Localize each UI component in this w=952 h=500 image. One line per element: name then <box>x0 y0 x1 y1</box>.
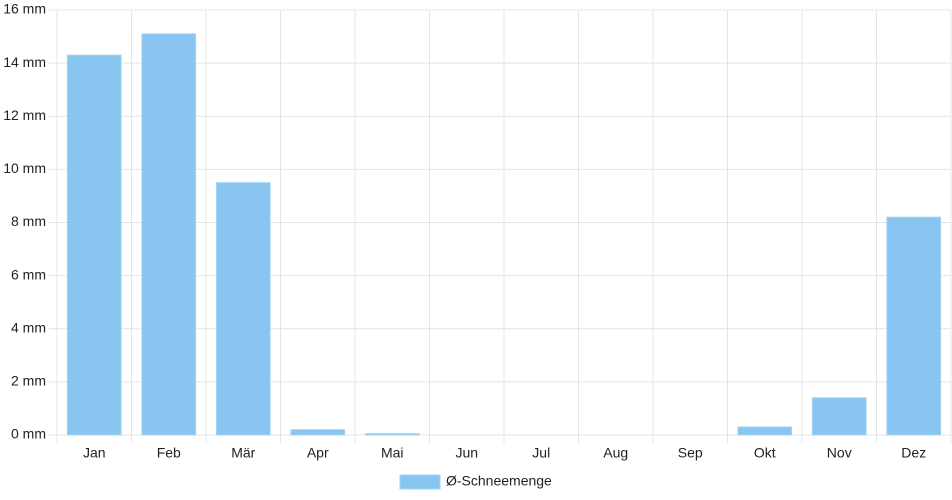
x-tick-label: Apr <box>307 445 329 461</box>
y-tick-label: 14 mm <box>3 54 46 70</box>
x-tick-label: Okt <box>754 445 776 461</box>
x-tick-label: Mai <box>381 445 404 461</box>
x-tick-label: Nov <box>827 445 852 461</box>
y-tick-label: 4 mm <box>11 319 46 335</box>
x-tick-label: Sep <box>678 445 703 461</box>
legend-swatch <box>399 474 441 490</box>
x-tick-label: Jan <box>83 445 106 461</box>
bar <box>737 426 793 436</box>
y-tick-label: 12 mm <box>3 107 46 123</box>
y-tick-label: 2 mm <box>11 373 46 389</box>
bar <box>66 54 122 436</box>
x-tick-label: Jul <box>532 445 550 461</box>
x-tick-label: Feb <box>157 445 181 461</box>
bar <box>141 33 197 436</box>
y-tick-label: 10 mm <box>3 160 46 176</box>
x-tick-label: Aug <box>603 445 628 461</box>
y-tick-label: 8 mm <box>11 213 46 229</box>
y-tick-label: 0 mm <box>11 426 46 442</box>
x-tick-label: Mär <box>231 445 255 461</box>
legend-label: Ø-Schneemenge <box>446 473 552 489</box>
bar <box>290 429 346 436</box>
bar <box>364 433 420 436</box>
bar <box>215 182 271 436</box>
bar <box>811 397 867 436</box>
x-tick-label: Dez <box>901 445 926 461</box>
y-tick-label: 6 mm <box>11 266 46 282</box>
bar <box>886 216 942 436</box>
y-tick-label: 16 mm <box>3 1 46 17</box>
x-tick-label: Jun <box>455 445 478 461</box>
